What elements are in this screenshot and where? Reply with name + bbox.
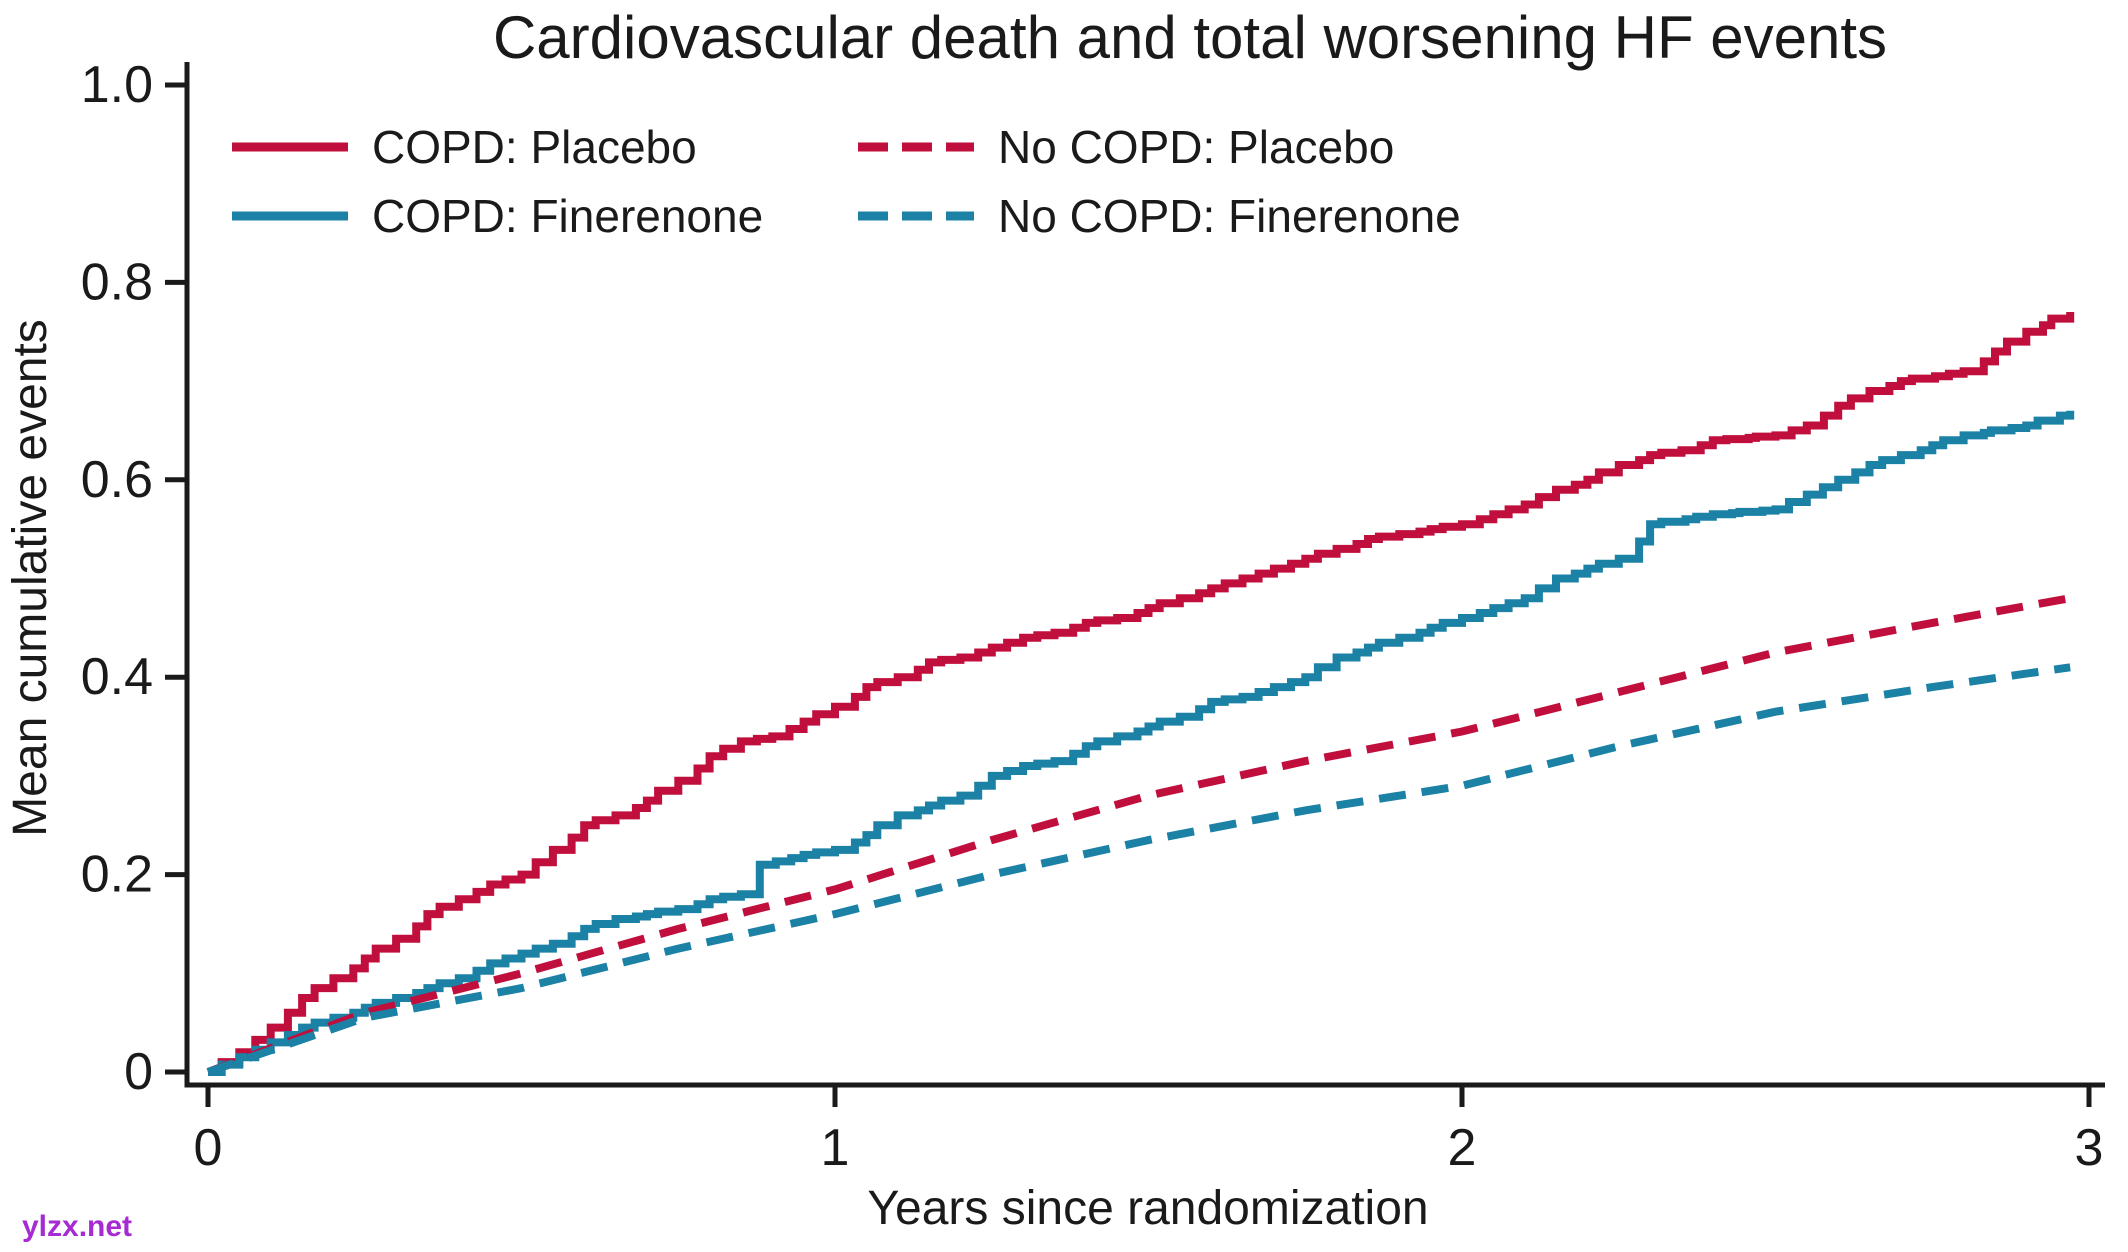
tick-labels: 0 0.2 0.4 0.6 0.8 1.0 0 1 2 3 — [81, 56, 2104, 1177]
x-tick-label: 2 — [1448, 1119, 1477, 1177]
x-tick-label: 3 — [2075, 1119, 2104, 1177]
series-line-copd-placebo — [208, 312, 2075, 1076]
x-tick-label: 0 — [194, 1119, 223, 1177]
series-line-copd-finerenone — [208, 410, 2075, 1076]
y-tick-label: 0.6 — [81, 451, 153, 509]
legend-label: COPD: Finerenone — [372, 190, 763, 242]
legend: COPD: Placebo COPD: Finerenone No COPD: Pl… — [232, 121, 1461, 242]
legend-label: No COPD: Finerenone — [998, 190, 1461, 242]
legend-label: No COPD: Placebo — [998, 121, 1394, 173]
axes — [165, 62, 2105, 1107]
legend-item: No COPD: Placebo — [858, 121, 1394, 173]
x-tick-label: 1 — [821, 1119, 850, 1177]
y-tick-label: 1.0 — [81, 56, 153, 114]
series-line-no-copd-placebo — [206, 594, 2071, 1076]
legend-item: COPD: Placebo — [232, 121, 697, 173]
y-axis-label: Mean cumulative events — [4, 319, 57, 837]
legend-item: No COPD: Finerenone — [858, 190, 1461, 242]
y-tick-label: 0 — [124, 1043, 153, 1101]
y-tick-label: 0.8 — [81, 253, 153, 311]
axis-lines — [184, 62, 2105, 1088]
y-tick-label: 0.2 — [81, 846, 153, 904]
y-tick-label: 0.4 — [81, 648, 153, 706]
series-line-no-copd-finerenone — [206, 663, 2071, 1076]
chart-title: Cardiovascular death and total worsening… — [493, 4, 1887, 71]
legend-label: COPD: Placebo — [372, 121, 697, 173]
watermark: ylzx.net — [22, 1210, 132, 1243]
x-axis-label: Years since randomization — [867, 1182, 1428, 1235]
curves — [206, 312, 2075, 1076]
legend-item: COPD: Finerenone — [232, 190, 763, 242]
